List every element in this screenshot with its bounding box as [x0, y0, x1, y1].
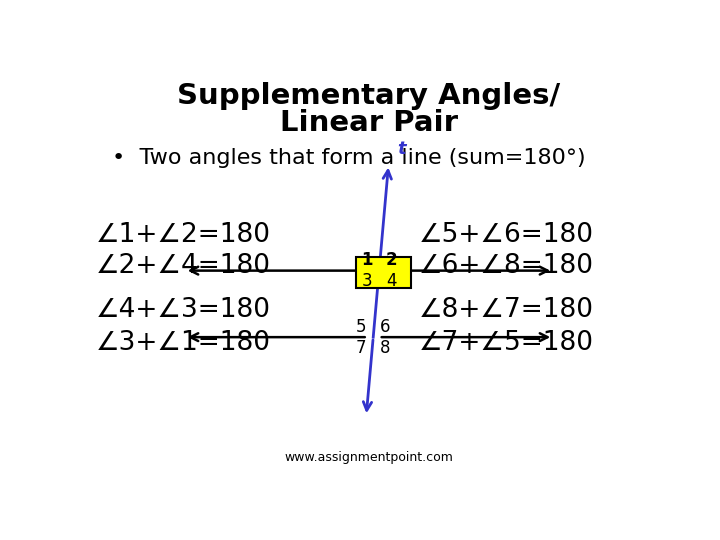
Text: ∠2+∠4=180: ∠2+∠4=180 — [96, 253, 271, 280]
Text: ∠7+∠5=180: ∠7+∠5=180 — [419, 330, 594, 356]
Text: 1: 1 — [361, 251, 372, 269]
Text: •  Two angles that form a line (sum=180°): • Two angles that form a line (sum=180°) — [112, 148, 586, 168]
Text: ∠1+∠2=180: ∠1+∠2=180 — [96, 222, 271, 248]
Text: ∠6+∠8=180: ∠6+∠8=180 — [419, 253, 594, 280]
Text: t: t — [397, 140, 405, 158]
Text: 2: 2 — [386, 251, 397, 269]
Text: 7: 7 — [356, 339, 366, 356]
Text: ∠5+∠6=180: ∠5+∠6=180 — [419, 222, 594, 248]
Text: 4: 4 — [386, 272, 396, 290]
Text: 6: 6 — [380, 318, 390, 336]
Text: ∠8+∠7=180: ∠8+∠7=180 — [419, 297, 594, 323]
Text: www.assignmentpoint.com: www.assignmentpoint.com — [284, 451, 454, 464]
Bar — [356, 256, 412, 288]
Text: 5: 5 — [356, 318, 366, 336]
Text: Supplementary Angles/: Supplementary Angles/ — [177, 82, 561, 110]
Text: 8: 8 — [380, 339, 390, 356]
Text: Linear Pair: Linear Pair — [280, 109, 458, 137]
Text: ∠4+∠3=180: ∠4+∠3=180 — [96, 297, 271, 323]
Text: ∠3+∠1=180: ∠3+∠1=180 — [96, 330, 271, 356]
Text: 3: 3 — [362, 272, 372, 290]
